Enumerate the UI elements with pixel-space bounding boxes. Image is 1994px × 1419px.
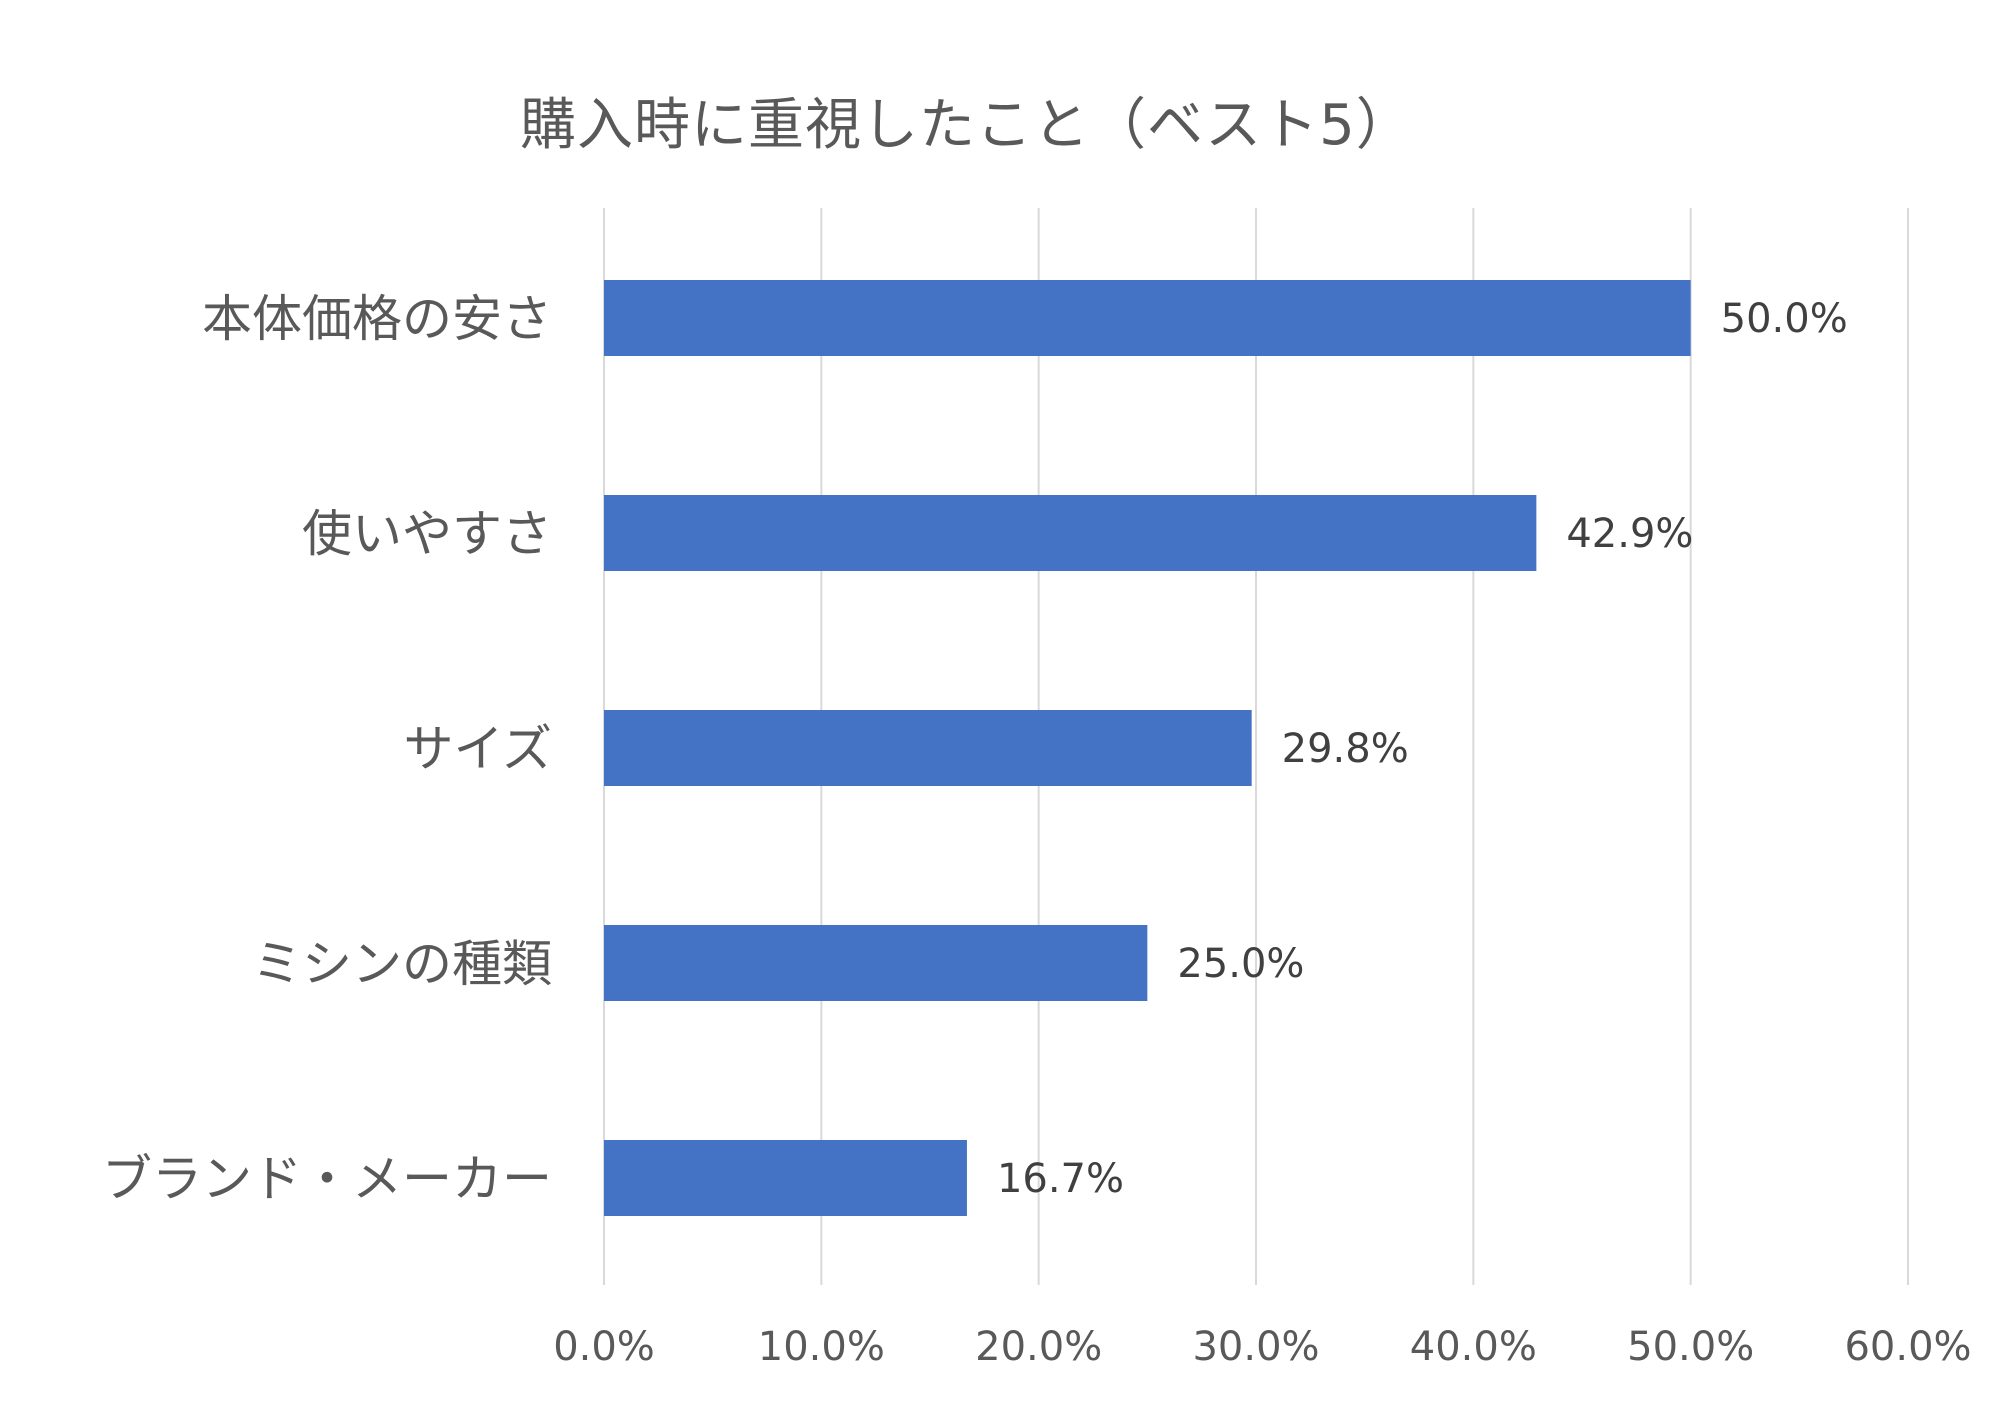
x-tick-label: 10.0% (758, 1324, 885, 1370)
chart-title: 購入時に重視したこと（ベスト5） (520, 93, 1413, 158)
bar (604, 1140, 967, 1216)
data-label: 25.0% (1177, 941, 1304, 987)
x-tick-label: 50.0% (1627, 1324, 1754, 1370)
category-label: サイズ (404, 720, 553, 778)
category-label: ミシンの種類 (252, 935, 552, 993)
data-label: 29.8% (1282, 726, 1409, 772)
x-tick-label: 30.0% (1192, 1324, 1319, 1370)
bar (604, 710, 1252, 786)
category-label: 本体価格の安さ (202, 290, 552, 348)
x-tick-label: 0.0% (553, 1324, 655, 1370)
x-tick-label: 40.0% (1410, 1324, 1537, 1370)
data-label: 50.0% (1721, 296, 1848, 342)
category-label: ブランド・メーカー (102, 1150, 552, 1208)
x-axis-ticks: 0.0% 10.0% 20.0% 30.0% 40.0% 50.0% 60.0% (553, 1324, 1971, 1370)
category-label: 使いやすさ (302, 505, 552, 563)
bar (604, 280, 1691, 356)
x-tick-label: 20.0% (975, 1324, 1102, 1370)
bar (604, 495, 1537, 571)
bar (604, 925, 1148, 1001)
x-tick-label: 60.0% (1844, 1324, 1971, 1370)
bars (604, 280, 1691, 1216)
data-label: 16.7% (997, 1156, 1124, 1202)
data-label: 42.9% (1566, 511, 1693, 557)
data-labels: 50.0% 42.9% 29.8% 25.0% 16.7% (997, 296, 1848, 1202)
